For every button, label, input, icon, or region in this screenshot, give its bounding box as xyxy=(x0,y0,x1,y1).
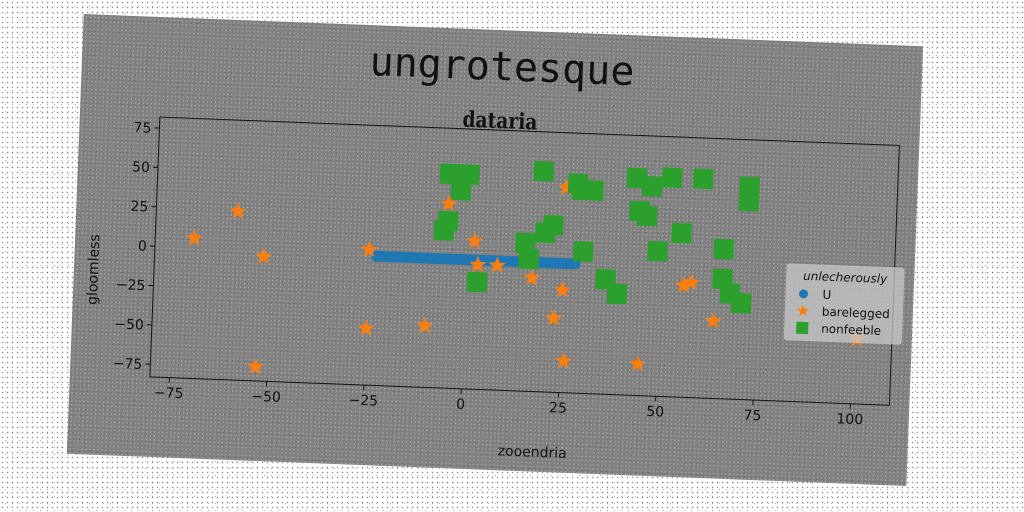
legend-label: U xyxy=(822,287,832,302)
data-point-nonfeeble xyxy=(433,220,455,241)
legend: unlecherously U barelegged nonfeeble xyxy=(783,263,905,345)
legend-circle-marker xyxy=(792,287,814,300)
data-point-barelegged xyxy=(545,309,563,326)
data-point-barelegged xyxy=(185,229,203,246)
data-point-nonfeeble xyxy=(647,240,668,262)
data-point-barelegged xyxy=(523,268,541,286)
data-point-barelegged xyxy=(554,281,572,298)
legend-label: barelegged xyxy=(821,304,891,321)
x-tick-label: −25 xyxy=(348,392,378,409)
data-point-nonfeeble xyxy=(533,160,555,182)
legend-label: nonfeeble xyxy=(820,321,882,338)
data-point-barelegged xyxy=(557,178,576,196)
x-tick-label: −75 xyxy=(154,385,184,402)
y-tick-label: 75 xyxy=(133,120,151,137)
data-point-barelegged xyxy=(682,273,701,291)
data-point-barelegged xyxy=(488,256,506,274)
legend-star-marker xyxy=(792,303,815,318)
data-point-nonfeeble xyxy=(459,164,480,186)
data-point-barelegged xyxy=(416,316,434,334)
data-point-barelegged xyxy=(675,276,693,293)
y-tick-label: 25 xyxy=(130,199,148,216)
data-point-barelegged xyxy=(704,312,722,329)
data-point-nonfeeble xyxy=(626,167,648,189)
data-point-nonfeeble xyxy=(738,190,760,212)
data-point-nonfeeble xyxy=(466,271,488,293)
legend-square-marker xyxy=(791,320,814,335)
data-point-nonfeeble xyxy=(671,222,692,244)
legend-entry-u: U xyxy=(792,284,897,305)
x-tick-label: −50 xyxy=(251,389,281,406)
scatter-plot: −75 −50 −25 0 25 50 75 100 −75 −50 −25 0 25 50 75 zooe… xyxy=(85,116,900,462)
data-point-nonfeeble xyxy=(439,163,461,185)
y-tick-label: −25 xyxy=(116,277,146,294)
x-tick-label: 25 xyxy=(549,400,567,417)
data-point-barelegged xyxy=(466,232,484,249)
data-point-barelegged xyxy=(629,355,647,372)
data-point-nonfeeble xyxy=(661,167,683,189)
x-tick-label: 50 xyxy=(646,404,664,421)
data-point-nonfeeble xyxy=(692,168,714,190)
data-point-nonfeeble xyxy=(518,248,539,270)
data-point-barelegged xyxy=(469,255,487,273)
legend-entry-barelegged: barelegged xyxy=(792,301,897,322)
y-tick-label: 0 xyxy=(138,239,148,255)
x-tick-label: 75 xyxy=(743,408,761,425)
data-point-barelegged xyxy=(555,352,573,369)
y-tick-label: −50 xyxy=(114,316,144,333)
data-point-barelegged xyxy=(440,194,458,212)
data-point-barelegged xyxy=(360,240,378,258)
data-point-barelegged xyxy=(357,319,375,336)
x-tick-label: 0 xyxy=(456,397,466,413)
y-tick-label: 50 xyxy=(132,159,150,176)
y-axis-label: gloomless xyxy=(85,234,104,305)
data-point-nonfeeble xyxy=(573,241,594,262)
data-point-barelegged xyxy=(255,247,273,265)
data-point-barelegged xyxy=(247,357,265,375)
data-point-nonfeeble xyxy=(450,179,472,201)
data-point-nonfeeble xyxy=(730,292,752,314)
data-point-nonfeeble xyxy=(606,283,628,305)
data-point-nonfeeble xyxy=(641,176,663,197)
y-tick-label: −75 xyxy=(112,356,142,373)
data-point-nonfeeble xyxy=(514,232,536,254)
figure-panel: ungrotesque dataria −75 −50 −25 0 25 50 75 100−… xyxy=(66,14,924,486)
x-axis-label: zooendria xyxy=(497,443,567,462)
data-point-nonfeeble xyxy=(713,238,735,260)
data-point-nonfeeble xyxy=(636,205,658,227)
legend-title: unlecherously xyxy=(802,268,888,287)
data-point-nonfeeble xyxy=(583,180,604,201)
legend-entry-nonfeeble: nonfeeble xyxy=(791,318,896,339)
data-point-barelegged xyxy=(229,202,247,219)
x-tick-label: 100 xyxy=(836,411,863,428)
data-point-nonfeeble xyxy=(542,214,564,236)
